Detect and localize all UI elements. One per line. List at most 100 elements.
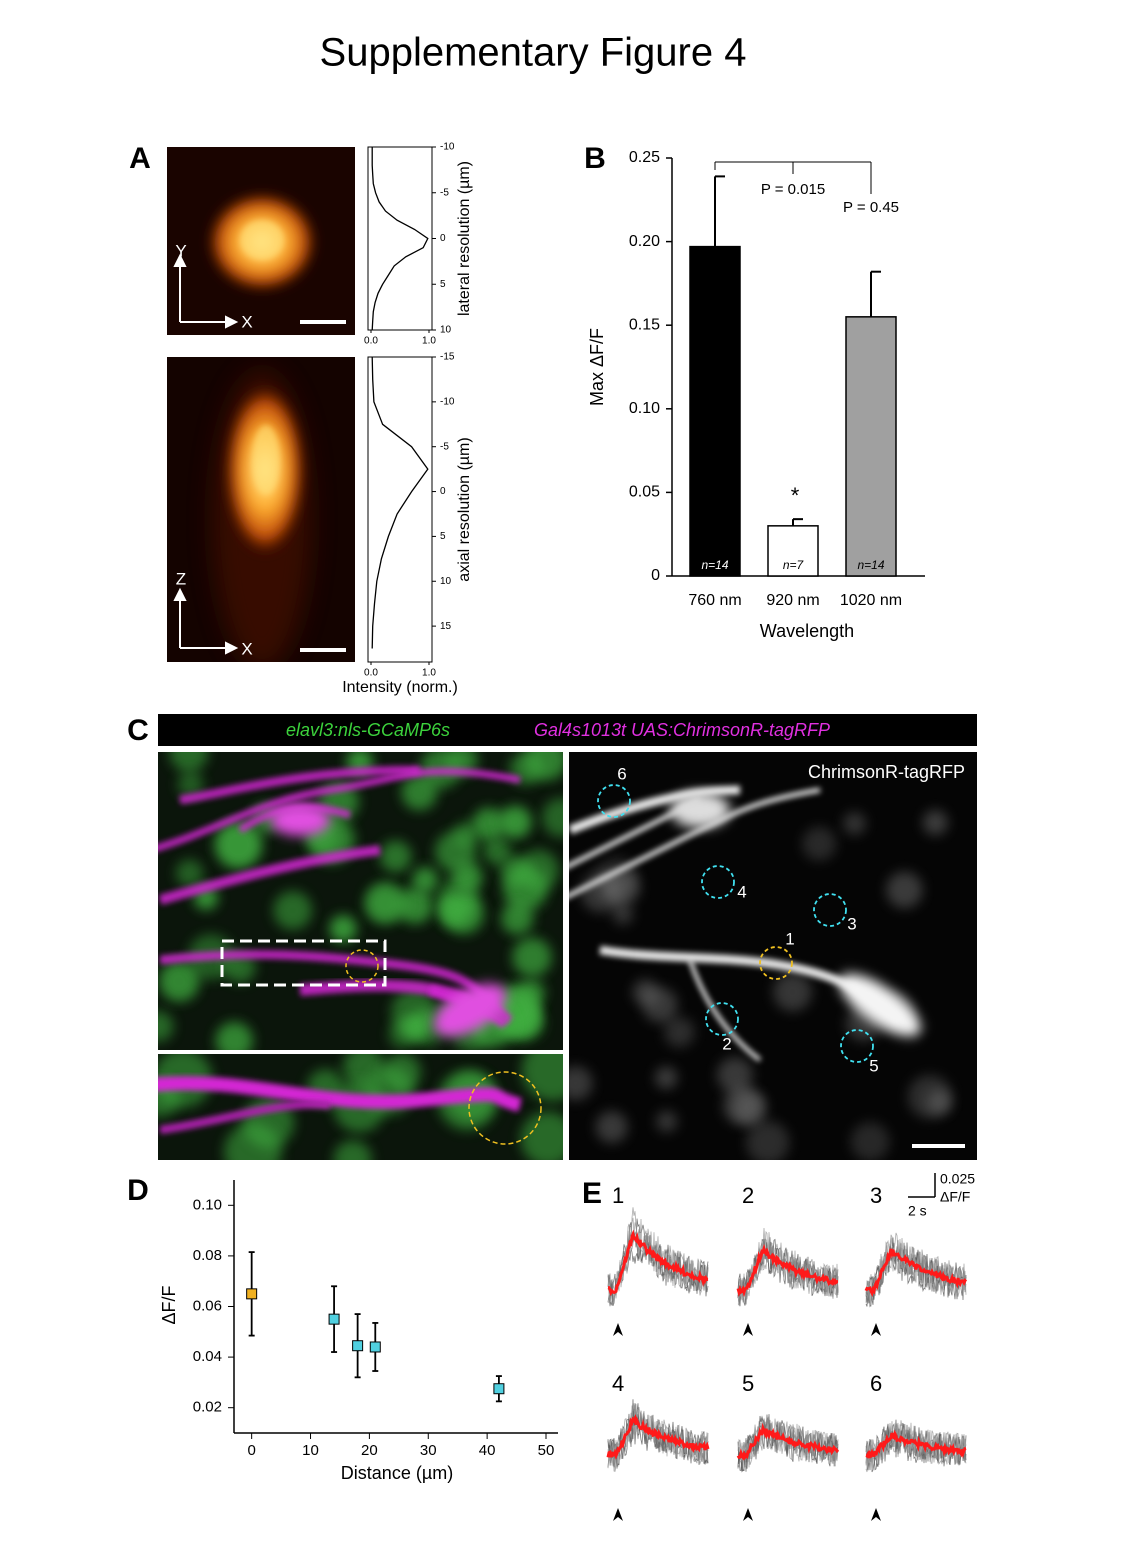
roi-circle [345, 949, 379, 983]
cell [541, 797, 563, 838]
trace-scale-bar [908, 1173, 936, 1198]
x-tick-label: 1.0 [422, 668, 436, 679]
axis-label: Max ΔF/F [587, 328, 607, 406]
sample-size: n=7 [783, 558, 805, 572]
soma [270, 804, 330, 836]
axis-label: lateral resolution (µm) [456, 161, 473, 316]
mean-trace [736, 1243, 839, 1298]
p-value: P = 0.015 [761, 181, 825, 198]
cell [512, 937, 552, 977]
stimulus-arrow [613, 1508, 623, 1521]
roi-circle [468, 1071, 542, 1145]
point [369, 1341, 381, 1353]
y-tick-label: 0.06 [193, 1297, 222, 1314]
axis-arrow-label: Z [176, 569, 186, 588]
cell [498, 805, 532, 839]
cell [802, 826, 837, 861]
trial-trace [865, 1420, 967, 1473]
traces: 1 4 2 5 3 6 [606, 1183, 968, 1521]
mean-trace [607, 1229, 709, 1297]
header-label: elavl3:nls-GCaMP6s [286, 720, 450, 740]
y-tick-label: 0.04 [193, 1348, 222, 1365]
trial-trace [737, 1418, 839, 1470]
x-tick-label: 920 nm [766, 592, 819, 609]
y-tick-label: 15 [440, 621, 452, 632]
y-tick-label: -5 [440, 441, 449, 452]
significance: * [791, 483, 800, 508]
cell [158, 1010, 174, 1042]
cell [215, 1021, 253, 1050]
soma [839, 973, 921, 1037]
bar [767, 525, 819, 577]
x-tick-label: 20 [361, 1442, 378, 1459]
cell [518, 849, 560, 891]
cell [483, 837, 511, 865]
cell [520, 1111, 563, 1160]
y-tick-label: 0.15 [629, 316, 660, 333]
cell [746, 1120, 790, 1160]
scale-label: ΔF/F [940, 1189, 970, 1205]
inset-image-content [158, 1054, 563, 1160]
neurite [159, 1100, 331, 1134]
point [246, 1288, 258, 1300]
trial-trace [737, 1416, 839, 1468]
y-tick-label: 0.20 [629, 233, 660, 250]
soma [670, 792, 730, 828]
panel-labels: A B C D E [127, 142, 606, 1210]
axis-label: Intensity (norm.) [342, 679, 458, 696]
cell [664, 1016, 695, 1048]
figure-title: Supplementary Figure 4 [320, 31, 747, 75]
sample-size: n=14 [857, 558, 884, 572]
axis-label: axial resolution (µm) [456, 437, 473, 581]
cell [412, 866, 439, 893]
cell [223, 1123, 282, 1160]
cell [169, 752, 209, 772]
axis-label: ΔF/F [159, 1285, 179, 1324]
roi-circle [705, 1002, 739, 1036]
y-tick-label: 5 [440, 531, 446, 542]
y-tick-label: 10 [440, 576, 452, 587]
y-tick-label: 0.10 [629, 400, 660, 417]
neurite [158, 845, 381, 905]
stimulus-arrow [871, 1508, 881, 1521]
cell [396, 887, 433, 924]
x-tick-label: 0 [247, 1442, 255, 1459]
y-tick-label: 5 [440, 279, 446, 290]
trace-label: 3 [870, 1183, 882, 1208]
header-bar [158, 714, 977, 746]
neurite [569, 785, 741, 835]
x-tick-label: 1020 nm [840, 592, 902, 609]
point [493, 1383, 505, 1395]
panel-label: C [127, 714, 149, 747]
cell [333, 1140, 372, 1160]
cell [379, 840, 412, 873]
cell [158, 960, 200, 1002]
x-tick-label: 1.0 [422, 336, 436, 347]
y-tick-label: 0.05 [629, 484, 660, 501]
cell [612, 903, 634, 925]
bar [689, 245, 741, 577]
p-value: P = 0.45 [843, 199, 899, 216]
sample-size: n=14 [701, 558, 728, 572]
roi-label: 1 [785, 929, 794, 948]
trace-label: 4 [612, 1371, 624, 1396]
neurite [687, 959, 762, 1062]
axis-arrows [173, 253, 346, 655]
trace-label: 6 [870, 1371, 882, 1396]
cell [656, 1110, 678, 1133]
cell [654, 1066, 678, 1090]
y-tick-label: 0.08 [193, 1247, 222, 1264]
axis-arrow-label: X [241, 312, 252, 331]
cell [922, 810, 948, 836]
x-tick-label: 0.0 [364, 336, 378, 347]
y-tick-label: 0 [440, 233, 446, 244]
mean-trace [865, 1429, 967, 1459]
trace-label: 1 [612, 1183, 624, 1208]
roi-label: 6 [617, 764, 626, 783]
stimulus-arrow [871, 1323, 881, 1336]
axis-label: Wavelength [760, 621, 854, 641]
cell [850, 1122, 890, 1160]
roi-label: 3 [847, 914, 856, 933]
point [352, 1340, 364, 1352]
